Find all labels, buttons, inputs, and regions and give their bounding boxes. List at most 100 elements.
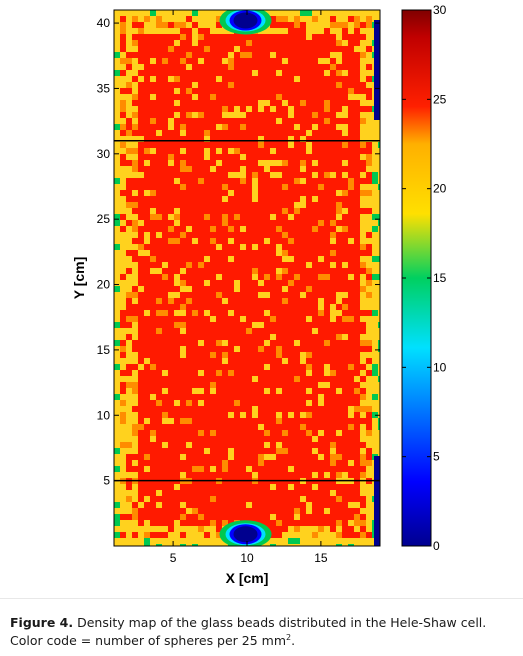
heatmap-cell [162, 10, 169, 17]
heatmap-cell [198, 352, 205, 359]
heatmap-cell [366, 460, 373, 467]
heatmap-cell [288, 226, 295, 233]
heatmap-cell [162, 436, 169, 443]
heatmap-cell [156, 226, 163, 233]
heatmap-cell [120, 520, 127, 527]
heatmap-cell [294, 160, 301, 167]
heatmap-cell [318, 220, 325, 227]
heatmap-cell [294, 454, 301, 461]
heatmap-cell [258, 424, 265, 431]
heatmap-cell [156, 538, 163, 545]
heatmap-cell [378, 166, 380, 173]
heatmap-cell [144, 364, 151, 371]
heatmap-cell [324, 460, 331, 467]
heatmap-cell [120, 88, 127, 95]
heatmap-cell [300, 70, 307, 77]
heatmap-cell [126, 388, 133, 395]
figure-label: Figure 4. [10, 615, 74, 630]
heatmap-cell [342, 430, 349, 437]
heatmap-cell [294, 226, 301, 233]
heatmap-cell [342, 376, 349, 383]
heatmap-cell [204, 496, 211, 503]
heatmap-cell [132, 142, 139, 149]
heatmap-cell [144, 472, 151, 479]
heatmap-cell [306, 364, 313, 371]
heatmap-cell [186, 436, 193, 443]
heatmap-cell [144, 382, 151, 389]
heatmap-cell [258, 346, 265, 353]
heatmap-cell [204, 28, 211, 35]
heatmap-cell [132, 76, 139, 83]
heatmap-cell [252, 52, 259, 59]
heatmap-cell [150, 352, 157, 359]
heatmap-cell [282, 424, 289, 431]
heatmap-cell [138, 364, 145, 371]
heatmap-cell [300, 280, 307, 287]
heatmap-cell [354, 166, 361, 173]
heatmap-cell [114, 466, 121, 473]
heatmap-cell [144, 490, 151, 497]
heatmap-cell [318, 256, 325, 263]
heatmap-cell [330, 334, 337, 341]
heatmap-cell [264, 214, 271, 221]
heatmap-cell [138, 406, 145, 413]
heatmap-cell [234, 508, 241, 515]
heatmap-cell [222, 274, 229, 281]
heatmap-cell [330, 430, 337, 437]
heatmap-cell [318, 352, 325, 359]
heatmap-cell [162, 178, 169, 185]
heatmap-cell [192, 472, 199, 479]
heatmap-cell [330, 460, 337, 467]
heatmap-cell [198, 448, 205, 455]
heatmap-cell [120, 94, 127, 101]
heatmap-cell [222, 220, 229, 227]
heatmap-cell [342, 118, 349, 125]
heatmap-cell [306, 196, 313, 203]
heatmap-cell [222, 208, 229, 215]
heatmap-cell [222, 82, 229, 89]
heatmap-cell [138, 460, 145, 467]
heatmap-cell [234, 340, 241, 347]
heatmap-cell [162, 502, 169, 509]
heatmap-cell [186, 244, 193, 251]
heatmap-cell [354, 490, 361, 497]
heatmap-cell [216, 214, 223, 221]
heatmap-cell [132, 394, 139, 401]
heatmap-cell [138, 526, 145, 533]
heatmap-cell [324, 124, 331, 131]
heatmap-cell [204, 484, 211, 491]
heatmap-cell [336, 382, 343, 389]
heatmap-cell [126, 106, 133, 113]
heatmap-cell [192, 262, 199, 269]
heatmap-cell [366, 202, 373, 209]
heatmap-cell [168, 274, 175, 281]
heatmap-cell [246, 274, 253, 281]
heatmap-cell [252, 70, 259, 77]
heatmap-cell [198, 370, 205, 377]
heatmap-cell [324, 244, 331, 251]
heatmap-cell [126, 268, 133, 275]
heatmap-cell [138, 430, 145, 437]
heatmap-cell [132, 460, 139, 467]
heatmap-cell [120, 226, 127, 233]
heatmap-cell [342, 490, 349, 497]
heatmap-cell [318, 292, 325, 299]
heatmap-cell [174, 346, 181, 353]
heatmap-cell [120, 406, 127, 413]
heatmap-cell [342, 52, 349, 59]
heatmap-cell [174, 28, 181, 35]
heatmap-cell [192, 268, 199, 275]
heatmap-cell [144, 508, 151, 515]
heatmap-cell [234, 34, 241, 41]
heatmap-cell [294, 490, 301, 497]
heatmap-cell [186, 202, 193, 209]
heatmap-cell [192, 16, 199, 23]
heatmap-cell [228, 466, 235, 473]
heatmap-cell [294, 52, 301, 59]
heatmap-cell [168, 304, 175, 311]
heatmap-cell [288, 310, 295, 317]
heatmap-cell [252, 202, 259, 209]
heatmap-cell [324, 46, 331, 53]
heatmap-cell [180, 190, 187, 197]
heatmap-cell [276, 208, 283, 215]
